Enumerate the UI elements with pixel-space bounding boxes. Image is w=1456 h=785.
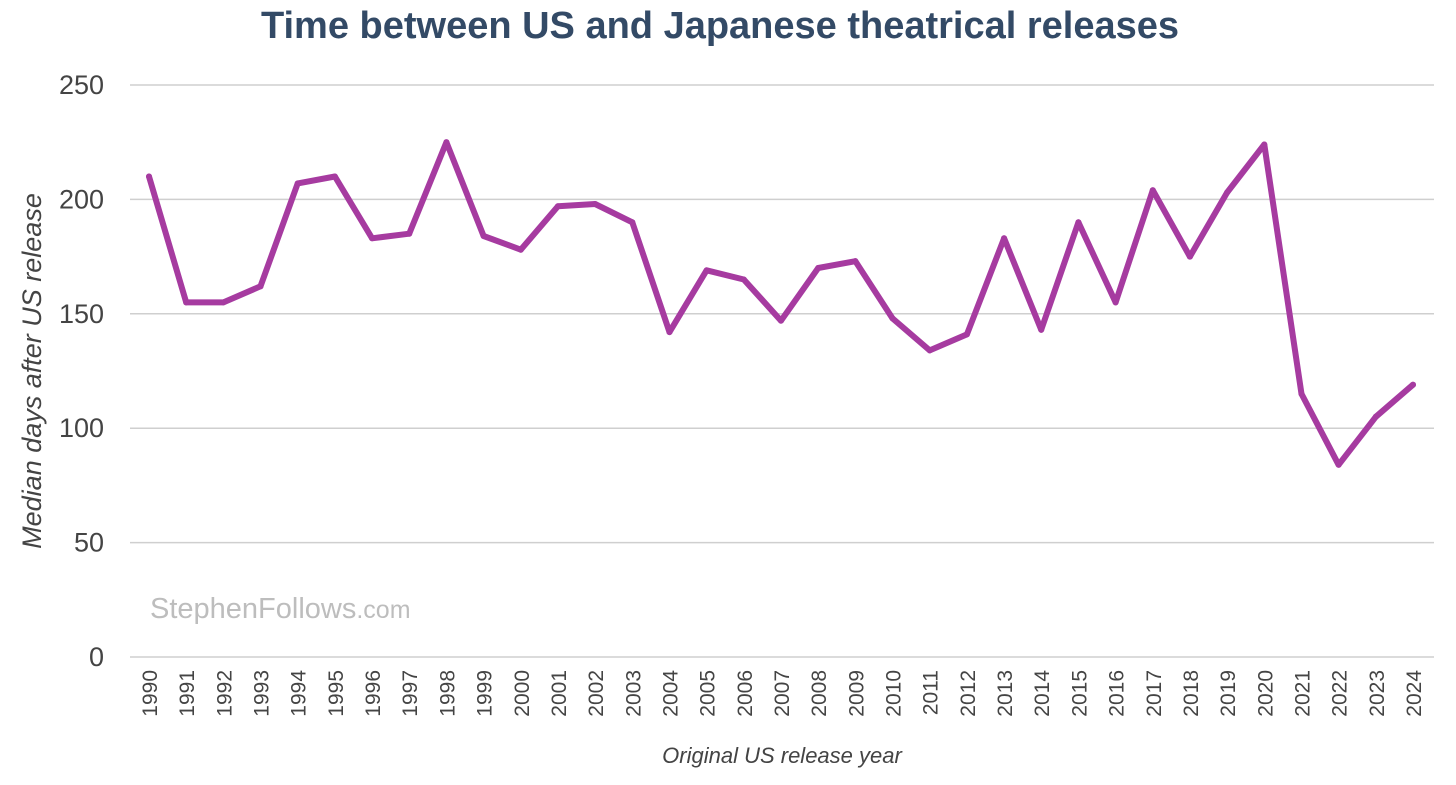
x-tick-label: 2000 (511, 670, 534, 717)
x-tick-label: 1998 (436, 670, 459, 717)
x-tick-label: 2005 (697, 670, 720, 717)
x-tick-label: 2008 (808, 670, 831, 717)
x-tick-label: 2010 (883, 670, 906, 717)
data-point-2005 (703, 267, 710, 274)
data-point-2022 (1335, 461, 1342, 468)
x-tick-label: 1993 (251, 670, 274, 717)
data-point-1996 (369, 235, 376, 242)
x-tick-label: 2003 (622, 670, 645, 717)
data-point-2018 (1186, 253, 1193, 260)
data-point-2002 (592, 200, 599, 207)
y-tick-label: 200 (59, 184, 104, 214)
chart-title: Time between US and Japanese theatrical … (261, 5, 1179, 47)
x-tick-label: 2023 (1366, 670, 1389, 717)
data-point-2007 (778, 317, 784, 324)
x-tick-label: 2002 (585, 670, 608, 717)
x-tick-label: 2020 (1254, 670, 1277, 717)
x-tick-label: 1996 (362, 670, 385, 717)
x-tick-label: 2024 (1403, 670, 1426, 717)
x-tick-label: 2004 (659, 670, 682, 717)
x-axis-label: Original US release year (662, 743, 903, 768)
y-tick-label: 250 (59, 70, 104, 100)
data-point-1991 (183, 299, 190, 306)
x-tick-label: 1991 (176, 670, 199, 717)
x-tick-label: 2009 (845, 670, 868, 717)
y-axis-ticks: 0 50 100 150 200 250 (59, 70, 104, 672)
data-point-1995 (331, 173, 338, 180)
data-point-2000 (517, 246, 524, 253)
x-tick-label: 2012 (957, 670, 980, 717)
x-tick-label: 2022 (1329, 670, 1352, 717)
data-point-1992 (220, 299, 227, 306)
data-point-1998 (443, 139, 450, 146)
x-tick-label: 2016 (1106, 670, 1129, 717)
data-point-2009 (852, 258, 859, 265)
data-point-1990 (146, 173, 152, 180)
x-tick-label: 2017 (1143, 670, 1166, 717)
x-tick-label: 2018 (1180, 670, 1203, 717)
x-tick-label: 2014 (1031, 670, 1054, 717)
y-tick-label: 100 (59, 413, 104, 443)
x-tick-label: 2007 (771, 670, 794, 717)
data-point-2019 (1224, 189, 1231, 196)
data-point-2001 (554, 203, 561, 210)
x-tick-label: 1992 (213, 670, 236, 717)
data-point-2006 (740, 276, 747, 283)
data-point-2024 (1410, 381, 1416, 388)
y-tick-label: 50 (74, 528, 104, 558)
x-tick-label: 2013 (994, 670, 1017, 717)
data-point-2012 (963, 331, 970, 338)
x-tick-label: 1999 (474, 670, 497, 717)
data-point-2023 (1372, 413, 1379, 420)
data-point-2015 (1075, 219, 1082, 226)
x-tick-label: 1990 (139, 670, 162, 717)
x-tick-label: 1997 (399, 670, 422, 717)
data-point-2008 (815, 265, 822, 272)
data-point-1997 (406, 230, 413, 237)
data-point-2014 (1038, 326, 1045, 333)
x-tick-label: 1995 (325, 670, 348, 717)
gridlines (130, 84, 1434, 658)
x-tick-label: 2019 (1217, 670, 1240, 717)
data-point-2003 (629, 219, 636, 226)
y-tick-label: 150 (59, 299, 104, 329)
series-line (146, 139, 1416, 468)
x-tick-label: 1994 (288, 670, 311, 717)
watermark: StephenFollows.com (150, 593, 411, 625)
y-axis-label: Median days after US release (17, 193, 47, 549)
data-point-2004 (666, 329, 673, 336)
data-point-1994 (294, 180, 301, 187)
y-tick-label: 0 (89, 642, 104, 672)
x-tick-label: 2006 (734, 670, 757, 717)
watermark-brand: StephenFollows (150, 593, 356, 625)
data-point-2021 (1298, 390, 1305, 397)
data-point-2016 (1112, 299, 1119, 306)
x-axis-ticks: 1990 1991 1992 1993 1994 1995 1996 1997 1998 1999… (139, 670, 1426, 717)
data-point-2011 (926, 347, 933, 354)
data-point-1999 (480, 233, 487, 240)
series-layer (146, 139, 1416, 468)
data-point-1993 (257, 283, 264, 290)
x-tick-label: 2021 (1291, 670, 1314, 717)
data-point-2020 (1261, 141, 1268, 148)
data-point-2013 (1001, 235, 1008, 242)
x-tick-label: 2011 (920, 670, 943, 715)
x-tick-label: 2015 (1068, 670, 1091, 717)
data-point-2017 (1149, 187, 1156, 194)
data-point-2010 (889, 315, 896, 322)
watermark-suffix: .com (356, 596, 410, 624)
x-tick-label: 2001 (548, 670, 571, 717)
